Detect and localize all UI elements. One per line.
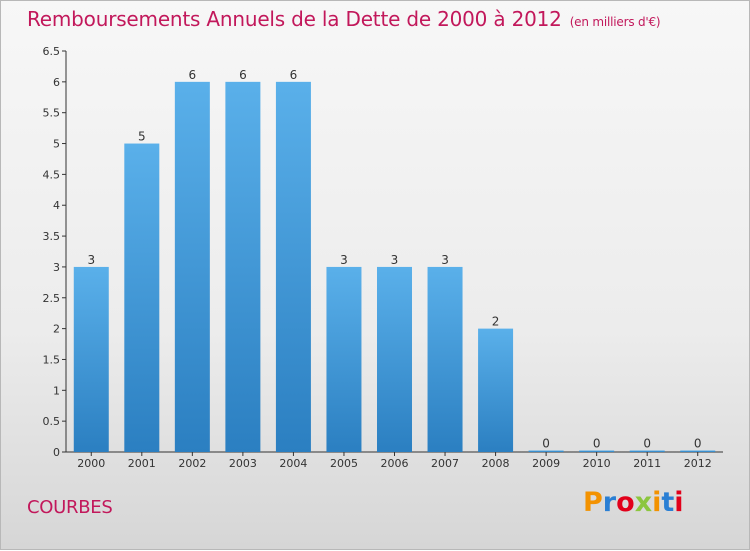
data-label: 2: [492, 315, 500, 329]
y-tick-label: 5: [53, 138, 60, 151]
data-labels: 3 5 6 6 6 3 3 3 2 0 0 0 0: [87, 68, 701, 451]
logo-letter: i: [652, 487, 662, 518]
proxiti-logo[interactable]: Proxiti: [583, 487, 684, 518]
y-tick-label: 5.5: [43, 107, 61, 120]
bar-2012: [680, 450, 716, 452]
y-tick-label: 2: [53, 323, 60, 336]
logo-letter: i: [674, 487, 684, 518]
bar-2008: [478, 328, 514, 452]
x-tick-label: 2002: [178, 457, 206, 470]
logo-letter: r: [602, 487, 617, 518]
data-label: 0: [593, 437, 601, 451]
bar-2001: [124, 143, 160, 453]
logo-letter: t: [661, 487, 675, 518]
logo-letter: x: [634, 487, 653, 518]
bar-2002: [174, 81, 210, 452]
y-tick-label: 2.5: [43, 292, 61, 305]
bar-2007: [427, 266, 463, 452]
y-tick-label: 4.5: [43, 168, 61, 181]
bar-2006: [377, 266, 412, 452]
x-tick-label: 2004: [279, 457, 307, 470]
data-label: 3: [340, 253, 348, 267]
data-label: 0: [694, 437, 702, 451]
logo-letter: P: [583, 487, 603, 518]
data-label: 0: [643, 437, 651, 451]
y-tick-label: 6: [53, 76, 60, 89]
data-label: 3: [391, 253, 399, 267]
y-axis: 0 0.5 1 1.5 2 2.5 3 3.5 4 4.5 5 5.5 6 6.5: [43, 45, 67, 459]
x-tick-label: 2008: [482, 457, 510, 470]
data-label: 6: [290, 68, 298, 82]
data-label: 3: [87, 253, 95, 267]
x-tick-label: 2000: [77, 457, 105, 470]
x-tick-label: 2009: [532, 457, 560, 470]
bar-2010: [579, 450, 615, 452]
bar-2011: [629, 450, 665, 452]
y-tick-label: 1: [53, 384, 60, 397]
x-axis: 2000 2001 2002 2003 2004 2005 2006 2007 2008 2009…: [66, 451, 723, 470]
x-tick-label: 2005: [330, 457, 358, 470]
bars: [73, 81, 716, 453]
data-label: 3: [441, 253, 449, 267]
data-label: 5: [138, 130, 146, 144]
x-tick-label: 2007: [431, 457, 459, 470]
bar-2004: [275, 81, 311, 452]
bar-2005: [326, 266, 362, 452]
x-tick-label: 2011: [633, 457, 661, 470]
y-tick-label: 1.5: [43, 353, 61, 366]
x-tick-label: 2001: [128, 457, 156, 470]
data-label: 0: [542, 437, 550, 451]
x-tick-label: 2006: [381, 457, 409, 470]
y-tick-label: 3: [53, 261, 60, 274]
x-tick-label: 2010: [583, 457, 611, 470]
logo-letter: o: [616, 487, 635, 518]
chart-title: Remboursements Annuels de la Dette de 20…: [27, 7, 661, 31]
bar-2003: [225, 81, 261, 452]
bar-2009: [528, 450, 564, 452]
y-tick-label: 6.5: [43, 45, 61, 58]
chart-title-unit: (en milliers d'€): [569, 15, 661, 29]
y-tick-label: 0.5: [43, 415, 61, 428]
y-tick-label: 4: [53, 199, 60, 212]
y-tick-label: 0: [53, 446, 60, 459]
commune-name: COURBES: [27, 497, 113, 518]
y-tick-label: 3.5: [43, 230, 61, 243]
data-label: 6: [189, 68, 197, 82]
chart-title-text: Remboursements Annuels de la Dette de 20…: [27, 7, 562, 31]
x-tick-label: 2003: [229, 457, 257, 470]
data-label: 6: [239, 68, 247, 82]
bar-2000: [73, 266, 109, 452]
x-tick-label: 2012: [684, 457, 712, 470]
